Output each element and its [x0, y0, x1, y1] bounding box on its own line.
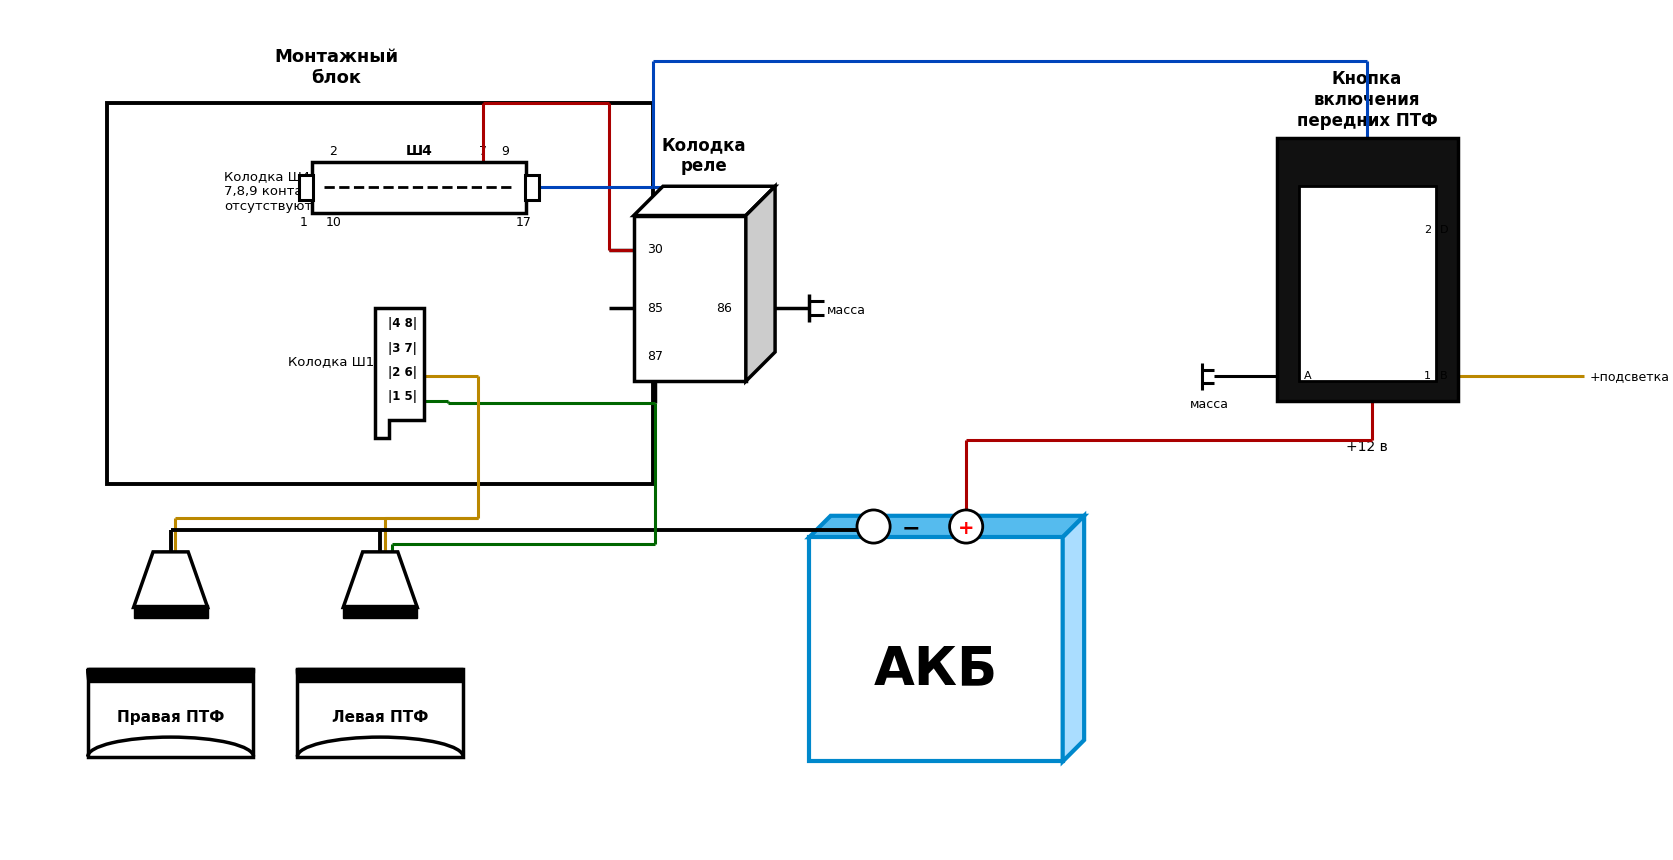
- Text: Ш4: Ш4: [405, 144, 432, 158]
- Text: масса: масса: [1190, 398, 1228, 411]
- Polygon shape: [808, 516, 1084, 538]
- Text: 17: 17: [515, 216, 530, 229]
- Bar: [343, 605, 417, 618]
- Text: |3 7|: |3 7|: [388, 341, 417, 354]
- Text: Колодка Ш1:: Колодка Ш1:: [288, 355, 378, 368]
- Bar: [87, 669, 253, 757]
- Text: −: −: [900, 519, 920, 538]
- Text: A: A: [1303, 372, 1310, 381]
- Text: 1: 1: [299, 216, 308, 229]
- Text: АКБ: АКБ: [873, 643, 997, 695]
- Polygon shape: [375, 308, 423, 438]
- Text: +12 в: +12 в: [1345, 439, 1387, 454]
- Text: 30: 30: [647, 243, 663, 256]
- Text: Монтажный
блок: Монтажный блок: [274, 48, 398, 87]
- Text: |2 6|: |2 6|: [388, 366, 417, 379]
- Text: Колодка Ш4:
7,8,9 контакты
отсутствуют: Колодка Ш4: 7,8,9 контакты отсутствуют: [224, 169, 330, 212]
- Bar: [298, 669, 463, 681]
- Bar: [634, 216, 746, 381]
- Bar: [298, 669, 463, 757]
- Bar: [1276, 138, 1457, 401]
- Text: 85: 85: [647, 302, 663, 315]
- Text: B: B: [1439, 372, 1447, 381]
- Text: 1: 1: [1424, 372, 1430, 381]
- Bar: [87, 669, 253, 681]
- Text: |1 5|: |1 5|: [388, 390, 417, 403]
- Polygon shape: [746, 187, 775, 381]
- Polygon shape: [634, 187, 775, 216]
- Circle shape: [857, 510, 890, 544]
- Text: Левая ПТФ: Левая ПТФ: [331, 710, 428, 725]
- Text: 2: 2: [330, 145, 338, 158]
- Bar: [525, 175, 539, 200]
- Text: 7: 7: [478, 145, 487, 158]
- Bar: [107, 103, 652, 483]
- Bar: [311, 162, 525, 212]
- Bar: [1298, 187, 1435, 381]
- Text: Кнопка
включения
передних ПТФ: Кнопка включения передних ПТФ: [1295, 71, 1437, 130]
- Polygon shape: [343, 552, 417, 607]
- Text: +: +: [957, 519, 974, 538]
- Text: 10: 10: [325, 216, 341, 229]
- Text: +подсветка: +подсветка: [1588, 370, 1668, 383]
- Text: Колодка
реле: Колодка реле: [661, 136, 746, 175]
- Text: |4 8|: |4 8|: [388, 317, 417, 330]
- Text: Правая ПТФ: Правая ПТФ: [117, 710, 224, 725]
- Polygon shape: [1062, 516, 1084, 761]
- Text: масса: масса: [826, 304, 865, 316]
- Text: 2: 2: [1424, 225, 1430, 235]
- Bar: [808, 538, 1062, 761]
- Text: 9: 9: [500, 145, 509, 158]
- Bar: [299, 175, 313, 200]
- Text: 86: 86: [716, 302, 731, 315]
- Circle shape: [949, 510, 982, 544]
- Text: D: D: [1439, 225, 1447, 235]
- Bar: [134, 605, 207, 618]
- Text: 87: 87: [647, 350, 663, 364]
- Polygon shape: [134, 552, 207, 607]
